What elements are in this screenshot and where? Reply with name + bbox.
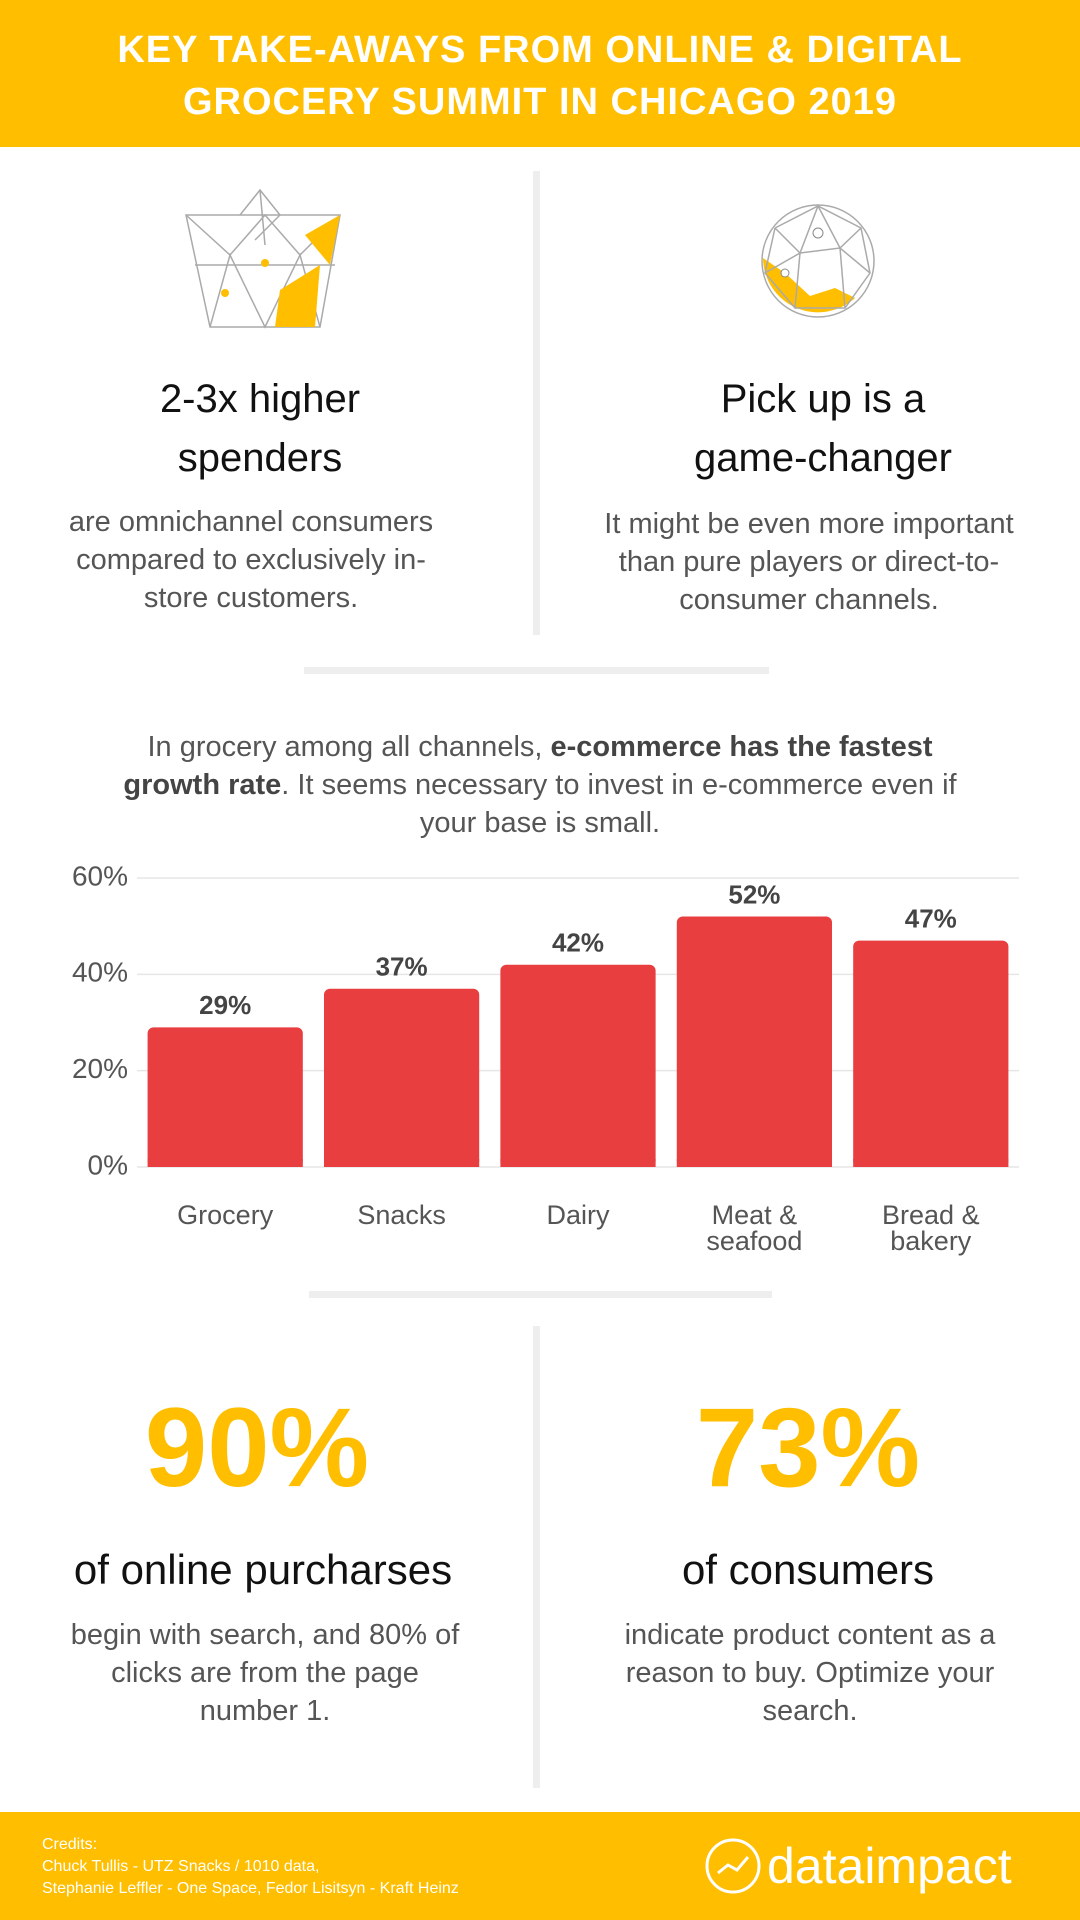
value-label: 52% <box>728 879 780 909</box>
chart: 0% 20% 40% 60% 29% 37% 42% 52% 47% <box>72 860 1019 1180</box>
bar <box>853 940 1009 1167</box>
intro-text: In grocery among all channels, <box>147 731 551 763</box>
chart-intro: In grocery among all channels, e-commerc… <box>110 728 970 842</box>
bar <box>676 916 833 1167</box>
divider <box>309 1291 772 1298</box>
y-tick-label: 0% <box>88 1149 128 1180</box>
divider <box>304 667 769 674</box>
logo-icon <box>705 1838 761 1894</box>
stat-text: indicate product content as a reason to … <box>624 1619 996 1727</box>
divider <box>533 171 540 635</box>
intro-emphasis: e-commerce has the fastest growth rate <box>123 731 933 801</box>
bar <box>500 964 656 1167</box>
credits: Credits: <box>42 1836 98 1853</box>
value-label: 47% <box>905 903 957 933</box>
title: KEY TAKE-AWAYS FROM ONLINE & DIGITAL GRO… <box>117 29 963 123</box>
x-tick-label: Snacks <box>357 1200 446 1230</box>
stat-number: 73% <box>695 1385 921 1510</box>
x-tick-label: Meat & seafood <box>706 1200 803 1256</box>
stat-heading: of consumers <box>681 1546 935 1593</box>
logo: dataimpact <box>767 1838 1012 1894</box>
y-tick-label: 60% <box>72 860 128 891</box>
intro-text: . It seems necessary to invest in e-comm… <box>281 769 957 839</box>
bar-base <box>853 1159 1009 1167</box>
stat-heading: of online purcharses <box>73 1546 453 1593</box>
y-tick-label: 40% <box>72 957 128 988</box>
bar-base <box>147 1159 303 1167</box>
bar-base <box>676 1159 833 1167</box>
y-tick-label: 20% <box>72 1053 128 1084</box>
insight-heading: 2-3x higher spenders <box>159 377 361 480</box>
insight-text: It might be even more important than pur… <box>604 508 1014 616</box>
value-label: 37% <box>376 952 428 982</box>
divider <box>533 1326 540 1788</box>
value-label: 29% <box>199 990 251 1020</box>
stat-text: begin with search, and 80% of clicks are… <box>70 1619 460 1727</box>
x-tick-label: Dairy <box>546 1200 610 1230</box>
footer <box>0 1812 1080 1920</box>
insight-text: are omnichannel consumers compared to ex… <box>68 506 434 614</box>
sphere-icon <box>761 204 875 318</box>
credits: Chuck Tullis - UTZ Snacks / 1010 data, <box>42 1858 320 1875</box>
bar-base <box>500 1159 656 1167</box>
basket-icon <box>185 188 341 329</box>
bar <box>147 1027 303 1167</box>
credits: Stephanie Leffler - One Space, Fedor Lis… <box>42 1880 459 1897</box>
header <box>0 0 1080 147</box>
value-label: 42% <box>552 928 604 958</box>
bar <box>323 988 480 1167</box>
insight-heading: Pick up is a game-changer <box>694 377 952 480</box>
x-tick-label: Grocery <box>177 1200 274 1230</box>
stat-number: 90% <box>144 1385 370 1510</box>
x-tick-label: Bread & bakery <box>882 1200 980 1256</box>
bar-base <box>323 1159 480 1167</box>
